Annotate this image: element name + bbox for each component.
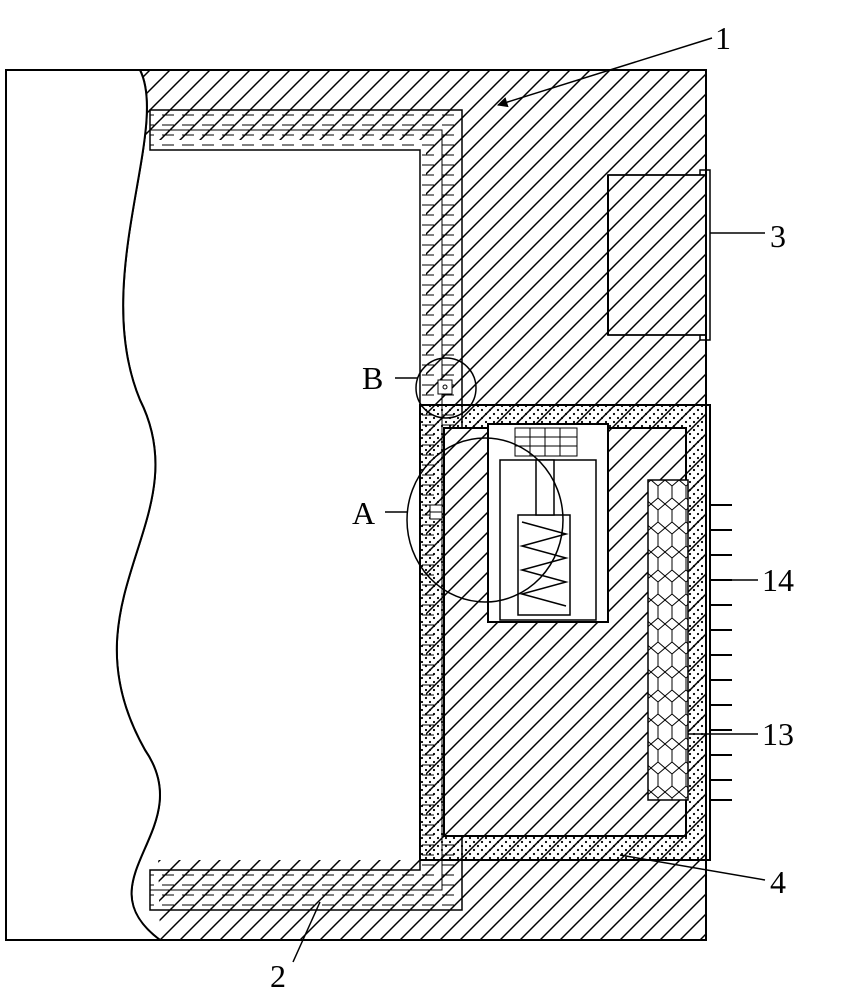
label-2: 2 bbox=[270, 958, 286, 995]
diagram-svg bbox=[0, 0, 847, 1000]
label-13: 13 bbox=[762, 716, 794, 753]
label-B: B bbox=[362, 360, 383, 397]
label-3: 3 bbox=[770, 218, 786, 255]
label-1: 1 bbox=[715, 20, 731, 57]
label-14: 14 bbox=[762, 562, 794, 599]
top-grid bbox=[515, 428, 577, 456]
label-4: 4 bbox=[770, 864, 786, 901]
label-A: A bbox=[352, 495, 375, 532]
pins bbox=[710, 505, 732, 800]
slot-B bbox=[438, 380, 452, 394]
slot-A bbox=[430, 505, 442, 519]
